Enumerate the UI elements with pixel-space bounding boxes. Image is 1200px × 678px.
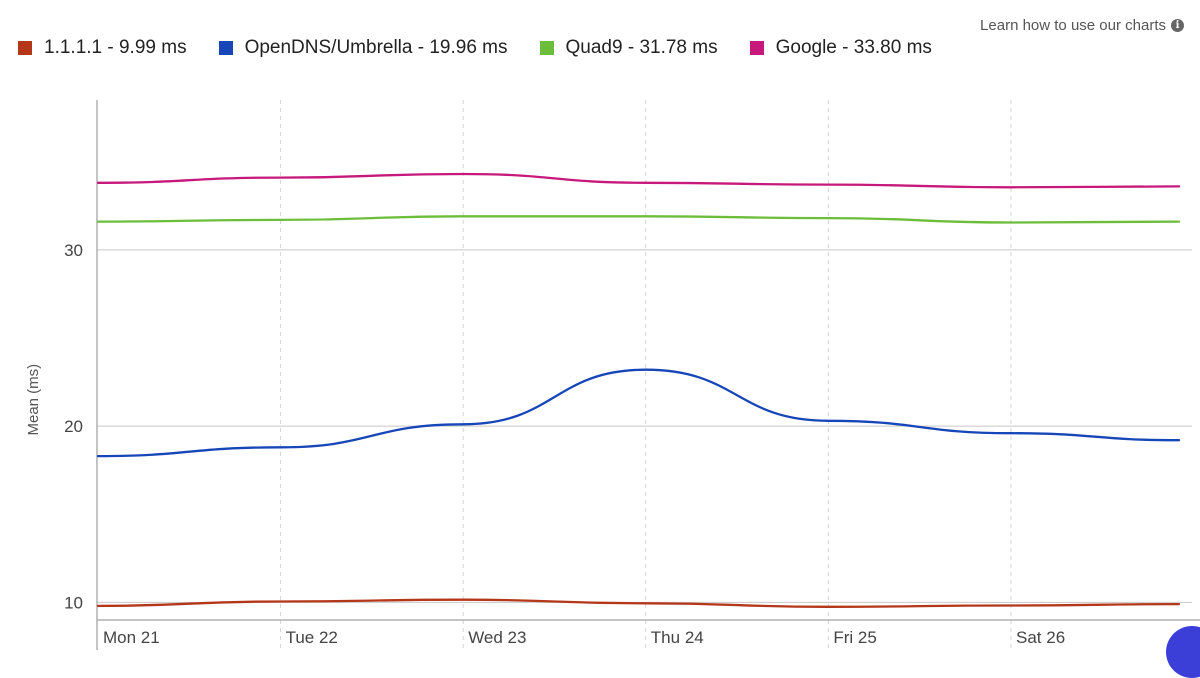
- legend-item-opendns[interactable]: OpenDNS/Umbrella - 19.96 ms: [218, 37, 508, 59]
- y-tick-label: 30: [64, 241, 83, 260]
- legend-label: 1.1.1.1 - 9.99 ms: [44, 37, 187, 58]
- legend-swatch: [749, 41, 764, 55]
- x-tick-label: Fri 25: [833, 628, 876, 647]
- legend-item-1111[interactable]: 1.1.1.1 - 9.99 ms: [18, 37, 187, 59]
- series-line-1-1-1-1: [96, 598, 1181, 608]
- legend-label: OpenDNS/Umbrella - 19.96 ms: [244, 37, 508, 58]
- x-tick-label: Tue 22: [286, 628, 338, 647]
- legend-label: Google - 33.80 ms: [775, 37, 932, 58]
- legend-item-google[interactable]: Google - 33.80 ms: [749, 37, 932, 59]
- line-chart: 10 20 30 Mon 21 Tue 22 Wed 23 Thu 24 Fri 25 Sat …: [25, 100, 1200, 650]
- legend-swatch: [539, 41, 554, 55]
- x-tick-label: Mon 21: [103, 628, 160, 647]
- series-line-google: [96, 172, 1181, 189]
- y-tick-label: 10: [64, 593, 83, 612]
- y-axis-title: Mean (ms): [25, 364, 42, 436]
- x-tick-label: Wed 23: [468, 628, 526, 647]
- info-circle-icon: i: [1171, 19, 1184, 32]
- series-line-quad9: [96, 215, 1181, 224]
- x-tick-label: Thu 24: [651, 628, 704, 647]
- help-link-label: Learn how to use our charts: [980, 17, 1166, 34]
- series-line-opendns-umbrella: [96, 368, 1181, 458]
- legend: 1.1.1.1 - 9.99 ms OpenDNS/Umbrella - 19.…: [18, 37, 932, 59]
- legend-swatch: [18, 41, 32, 55]
- legend-label: Quad9 - 31.78 ms: [565, 37, 718, 58]
- legend-swatch: [218, 41, 233, 55]
- help-link[interactable]: Learn how to use our charts i: [980, 17, 1184, 34]
- legend-item-quad9[interactable]: Quad9 - 31.78 ms: [539, 37, 718, 59]
- x-tick-label: Sat 26: [1016, 628, 1065, 647]
- y-tick-label: 20: [64, 417, 83, 436]
